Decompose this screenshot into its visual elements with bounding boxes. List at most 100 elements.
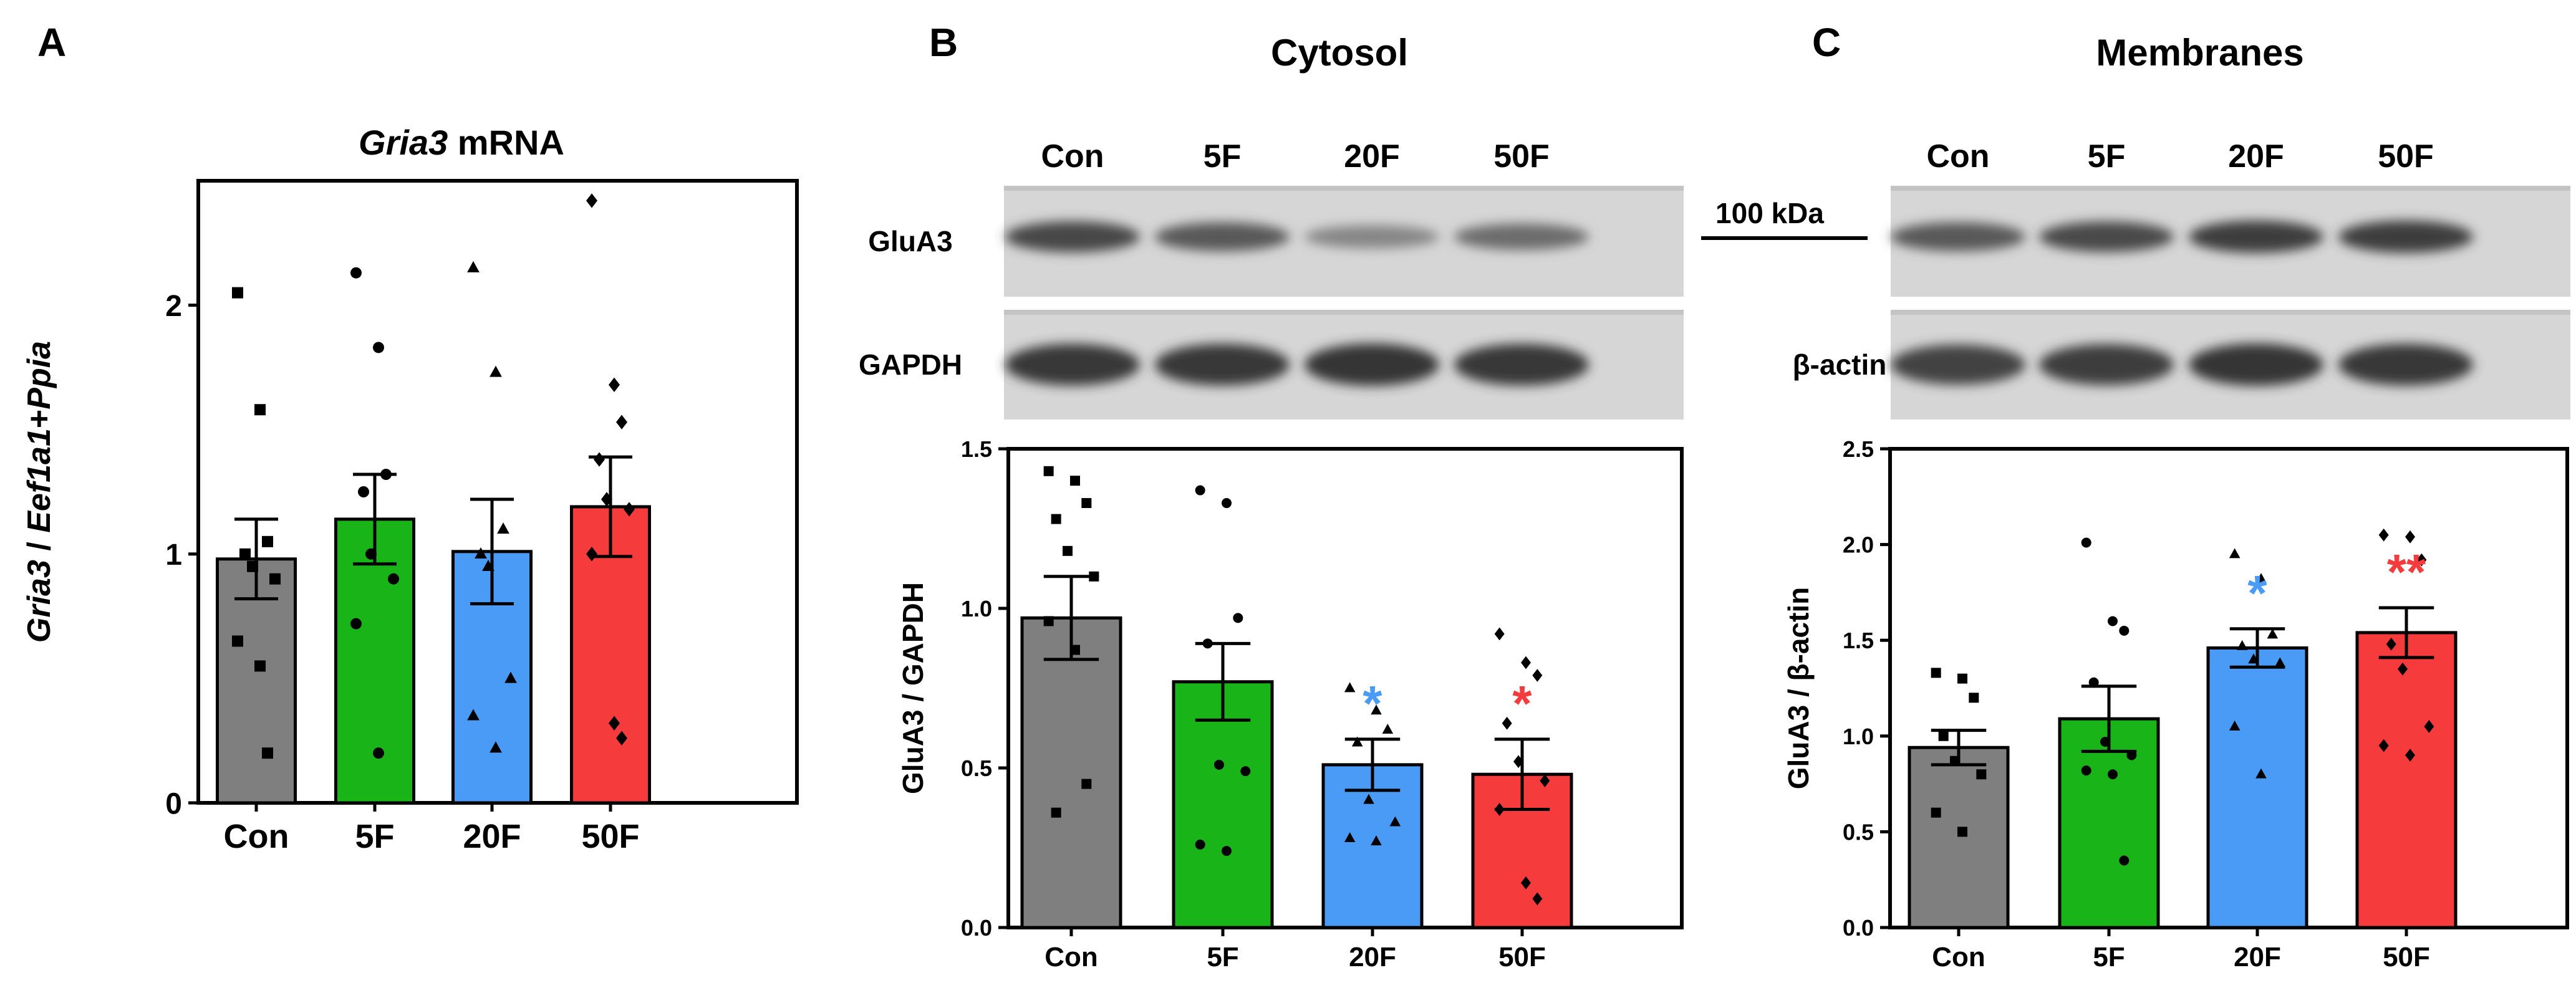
data-point-square xyxy=(269,573,281,585)
y-tick-label: 1.0 xyxy=(961,596,992,621)
data-point-triangle xyxy=(490,741,502,753)
data-point-square xyxy=(1043,466,1054,476)
y-axis-label-part: + xyxy=(21,410,57,428)
data-point-square xyxy=(1976,769,1987,780)
x-category-label: 20F xyxy=(463,818,521,855)
blot-edge-membranes-1 xyxy=(1891,310,2570,315)
blot-row-label: GluA3 xyxy=(868,225,952,257)
x-category-label: 50F xyxy=(2383,942,2430,972)
significance-marker: ** xyxy=(2387,544,2426,600)
blot-band-membranes-0 xyxy=(2338,220,2473,253)
data-point-circle xyxy=(1233,613,1243,623)
data-point-square xyxy=(1931,807,1941,818)
data-point-triangle xyxy=(490,365,502,377)
data-point-circle xyxy=(380,469,392,481)
data-point-diamond xyxy=(2416,553,2427,567)
panel-letter-a: A xyxy=(37,20,66,65)
blot-band-cytosol-1 xyxy=(1005,343,1140,386)
data-point-diamond xyxy=(1513,755,1523,769)
data-point-square xyxy=(1957,673,1967,684)
y-tick-label: 0.5 xyxy=(1843,819,1874,845)
data-point-diamond xyxy=(586,193,597,208)
data-point-triangle xyxy=(2255,573,2267,583)
data-point-square xyxy=(232,635,243,647)
data-point-square xyxy=(1931,668,1941,678)
western-blot-cytosol: Con 5F 20F 50F GluA3 GAPDH xyxy=(859,138,1684,420)
data-point-square xyxy=(262,747,273,759)
significance-marker: * xyxy=(1512,676,1532,731)
data-point-triangle xyxy=(1382,723,1394,734)
data-point-circle xyxy=(373,342,384,353)
data-point-triangle xyxy=(2248,653,2259,664)
data-point-diamond xyxy=(1540,774,1550,787)
blot-band-cytosol-1 xyxy=(1155,343,1290,386)
blot-band-membranes-0 xyxy=(2039,221,2174,252)
data-point-triangle xyxy=(1344,832,1356,843)
membranes-title: Membranes xyxy=(2096,32,2303,74)
data-point-circle xyxy=(2081,537,2091,548)
data-point-triangle xyxy=(1344,682,1356,693)
x-category-label: 5F xyxy=(1207,942,1238,972)
x-category-label: Con xyxy=(1932,942,1985,972)
data-point-triangle xyxy=(2229,548,2241,559)
blot-lane-label-cytosol: Con xyxy=(1041,138,1104,175)
data-point-circle xyxy=(350,267,362,279)
data-point-square xyxy=(1969,693,1979,703)
y-tick-label: 1 xyxy=(165,539,182,572)
data-point-square xyxy=(1081,779,1092,789)
blot-band-cytosol-0 xyxy=(1005,221,1140,252)
y-tick-label: 0.5 xyxy=(961,755,992,781)
data-point-triangle xyxy=(482,559,494,571)
western-blot-membranes: Con 5F 20F 50F β-actin xyxy=(1793,138,2570,420)
y-axis-label-part: Ppia xyxy=(21,341,57,410)
data-point-triangle xyxy=(504,671,517,683)
data-point-diamond xyxy=(601,492,612,507)
data-point-square xyxy=(254,660,266,672)
significance-marker: * xyxy=(2247,565,2267,621)
blot-band-membranes-0 xyxy=(2189,220,2323,253)
blot-row-label: GAPDH xyxy=(859,348,962,381)
data-point-circle xyxy=(2108,616,2118,626)
data-point-circle xyxy=(350,618,362,630)
blot-lane-label-membranes: Con xyxy=(1926,138,1989,175)
y-tick-label: 1.5 xyxy=(961,436,992,462)
data-point-diamond xyxy=(624,502,635,517)
data-point-triangle xyxy=(475,547,487,559)
data-point-circle xyxy=(388,573,399,585)
blot-band-cytosol-0 xyxy=(1454,223,1589,251)
panel-letter-c: C xyxy=(1812,20,1841,65)
data-point-circle xyxy=(1222,846,1232,856)
data-point-circle xyxy=(2126,750,2137,760)
molecular-weight-marker: 100 kDa xyxy=(1701,197,1868,240)
chart-a-title-rest: mRNA xyxy=(448,123,564,162)
y-tick-label: 1.5 xyxy=(1843,628,1874,653)
data-point-triangle xyxy=(2274,657,2286,668)
data-point-circle xyxy=(365,548,377,560)
significance-marker: * xyxy=(1363,676,1382,731)
bar-Con xyxy=(1020,616,1122,929)
blot-edge-cytosol-0 xyxy=(1004,186,1684,191)
y-tick-label: 2.0 xyxy=(1843,532,1874,558)
bar-Con xyxy=(1908,746,2010,929)
data-point-circle xyxy=(2100,737,2110,747)
y-axis-label: Gria3 / Eef1a1+Ppia xyxy=(21,341,57,643)
data-point-circle xyxy=(2119,855,2130,866)
data-point-diamond xyxy=(2405,530,2415,544)
data-point-triangle xyxy=(1389,816,1401,827)
data-point-diamond xyxy=(2378,739,2389,752)
y-axis-label-part: / xyxy=(21,533,57,560)
data-point-triangle xyxy=(1371,704,1382,715)
data-point-triangle xyxy=(1363,794,1374,804)
data-point-circle xyxy=(2081,765,2091,776)
data-point-square xyxy=(1081,498,1092,509)
blot-band-cytosol-1 xyxy=(1305,343,1439,386)
data-point-square xyxy=(1938,731,1949,741)
data-point-circle xyxy=(1240,766,1251,777)
x-category-label: 20F xyxy=(2234,942,2281,972)
y-tick-label: 0 xyxy=(165,787,182,820)
data-point-square xyxy=(254,404,266,416)
bar-50F xyxy=(2355,631,2458,929)
data-point-diamond xyxy=(1502,716,1512,730)
data-point-triangle xyxy=(467,709,480,721)
